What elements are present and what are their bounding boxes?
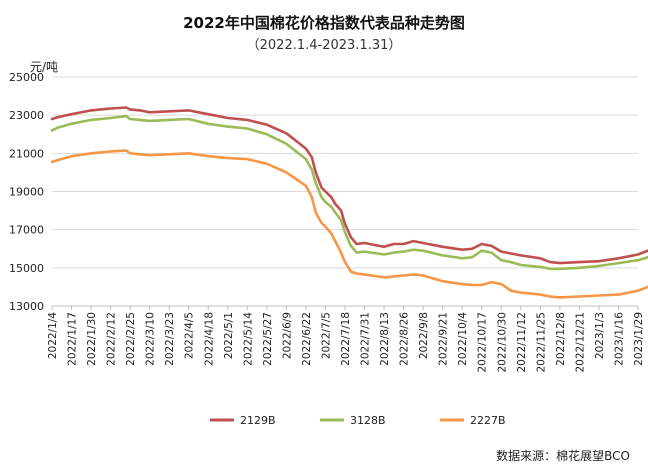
x-tick-label: 2023/1/29 [633, 312, 645, 366]
legend-label: 3128B [350, 414, 386, 427]
x-tick-label: 2022/11/12 [516, 312, 528, 373]
x-tick-label: 2022/10/30 [496, 312, 508, 373]
x-tick-label: 2022/11/25 [535, 312, 547, 373]
data-source-note: 数据来源：棉花展望BCO [496, 449, 630, 463]
x-tick-label: 2022/6/22 [301, 312, 313, 366]
x-tick-label: 2022/8/13 [379, 312, 391, 366]
chart-title: 2022年中国棉花价格指数代表品种走势图 [183, 14, 465, 32]
legend-label: 2129B [240, 414, 276, 427]
chart-subtitle: （2022.1.4-2023.1.31） [246, 38, 402, 53]
x-tick-label: 2022/7/31 [360, 312, 372, 366]
x-tick-label: 2022/2/12 [106, 312, 118, 366]
x-tick-label: 2022/1/4 [47, 312, 59, 359]
x-tick-label: 2022/12/21 [574, 312, 586, 373]
y-tick-label: 15000 [9, 262, 44, 275]
x-tick-label: 2022/7/18 [340, 312, 352, 366]
x-tick-label: 2022/10/4 [457, 312, 469, 366]
x-tick-label: 2022/1/30 [86, 312, 98, 366]
x-tick-label: 2022/2/25 [125, 312, 137, 366]
x-tick-label: 2023/1/3 [594, 312, 606, 359]
x-tick-label: 2022/3/10 [145, 312, 157, 366]
x-tick-label: 2022/3/23 [164, 312, 176, 366]
series-line-3128B [50, 114, 648, 271]
y-tick-label: 19000 [9, 186, 44, 199]
x-tick-label: 2023/1/16 [613, 312, 625, 366]
x-tick-label: 2022/12/8 [555, 312, 567, 366]
x-tick-label: 2022/6/9 [281, 312, 293, 359]
y-tick-label: 21000 [9, 147, 44, 160]
x-tick-label: 2022/1/17 [67, 312, 79, 366]
series-line-2227B [50, 149, 648, 299]
y-tick-label: 13000 [9, 300, 44, 313]
y-tick-label: 25000 [9, 71, 44, 84]
y-tick-label: 17000 [9, 224, 44, 237]
x-tick-label: 2022/7/5 [320, 312, 332, 359]
y-tick-label: 23000 [9, 109, 44, 122]
x-tick-label: 2022/4/18 [203, 312, 215, 366]
x-tick-label: 2022/10/17 [477, 312, 489, 373]
x-tick-label: 2022/4/5 [184, 312, 196, 359]
x-tick-label: 2022/9/8 [418, 312, 430, 359]
x-tick-label: 2022/5/1 [223, 312, 235, 359]
series-line-2129B [50, 106, 648, 265]
x-tick-label: 2022/8/26 [399, 312, 411, 366]
legend-label: 2227B [470, 414, 506, 427]
x-tick-label: 2022/5/27 [262, 312, 274, 366]
y-axis-unit-label: 元/吨 [30, 60, 59, 74]
x-tick-label: 2022/9/21 [438, 312, 450, 366]
x-tick-label: 2022/5/14 [242, 312, 254, 366]
